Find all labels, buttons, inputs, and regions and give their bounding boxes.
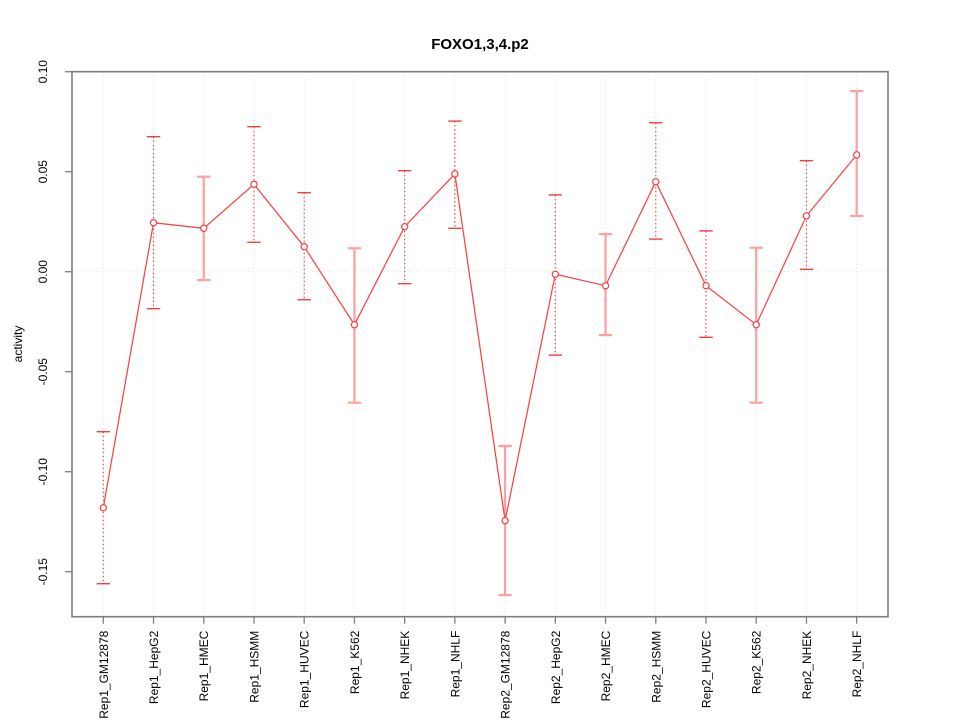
x-tick-label: Rep1_HMEC	[197, 630, 211, 701]
x-tick-label: Rep2_NHLF	[850, 631, 864, 698]
data-point	[250, 180, 258, 189]
chart-title: FOXO1,3,4.p2	[431, 36, 529, 53]
x-tick-label: Rep1_K562	[348, 630, 362, 694]
y-tick-label: -0.10	[36, 458, 50, 486]
data-point	[300, 242, 308, 251]
series-line	[102, 154, 858, 521]
data-point	[802, 212, 811, 220]
y-tick-label: -0.15	[36, 558, 50, 586]
data-point	[200, 224, 208, 233]
x-tick-label: Rep2_HUVEC	[700, 630, 714, 708]
y-tick-label: 0.05	[36, 160, 50, 184]
x-tick-label: Rep2_HMEC	[599, 630, 613, 701]
axes-layer: 0.10 0.05 0.00 -0.05 -0.10 -0.15 Rep1_GM12878 R…	[36, 60, 889, 719]
y-axis-label: activity	[11, 326, 25, 363]
x-tick-label: Rep1_NHLF	[448, 631, 462, 698]
data-layer	[96, 89, 864, 597]
x-tick-label: Rep2_NHEK	[800, 631, 814, 700]
data-point	[99, 503, 108, 512]
x-tick-label: Rep1_HepG2	[147, 630, 161, 704]
data-point	[350, 320, 359, 329]
plot-box	[71, 70, 889, 618]
y-tick-label: 0.10	[36, 60, 50, 84]
y-tick-label: -0.05	[36, 358, 50, 386]
data-point	[752, 320, 760, 329]
data-point	[551, 270, 560, 279]
y-tick-label: 0.00	[36, 260, 50, 284]
data-point	[501, 516, 509, 525]
data-point	[702, 281, 710, 290]
x-tick-label: Rep2_HSMM	[649, 631, 663, 703]
x-tick-label: Rep2_GM12878	[499, 630, 513, 718]
x-tick-label: Rep2_HepG2	[549, 630, 563, 704]
x-tick-label: Rep1_GM12878	[97, 630, 111, 718]
data-point	[400, 222, 409, 231]
data-point	[601, 281, 610, 290]
x-tick-label: Rep1_HSMM	[247, 631, 261, 703]
x-tick-label: Rep1_HUVEC	[298, 630, 312, 708]
data-point	[451, 170, 459, 178]
data-point	[652, 177, 660, 186]
x-tick-label: Rep2_K562	[750, 630, 764, 694]
data-point	[149, 218, 158, 227]
data-point	[852, 151, 861, 159]
x-tick-label: Rep1_NHEK	[398, 631, 412, 700]
